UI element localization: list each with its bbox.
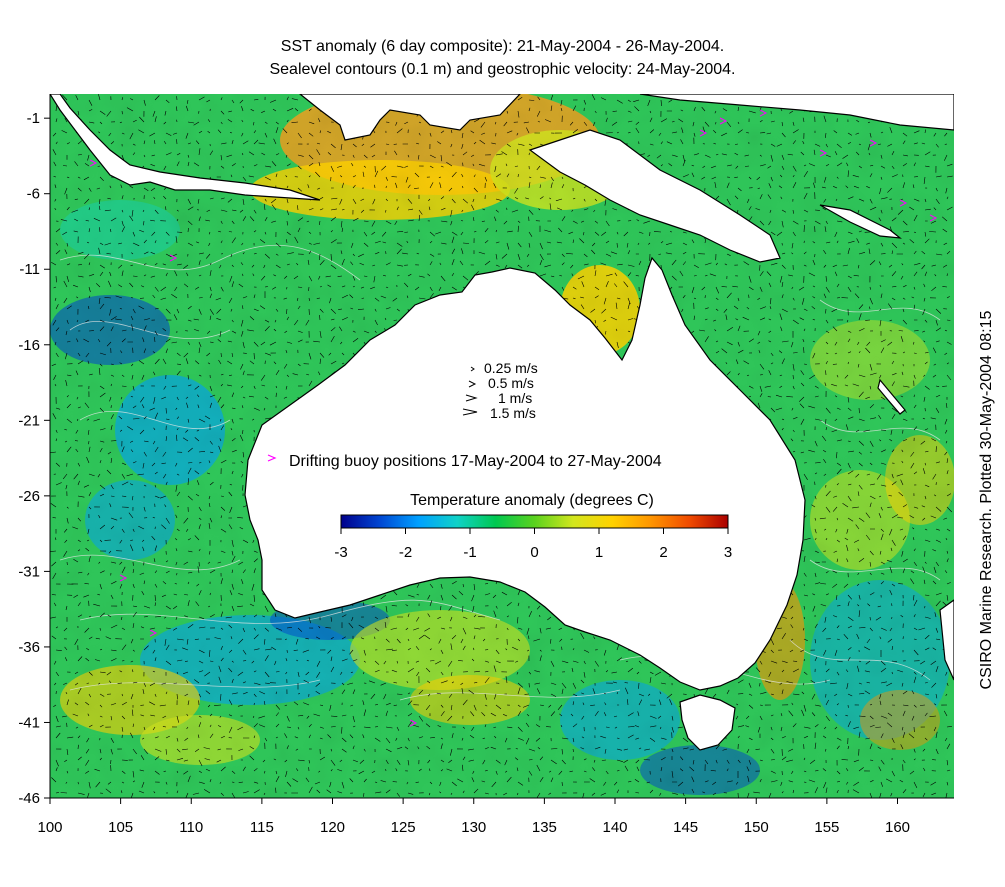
lon-tick-label: 110 <box>179 819 203 836</box>
lat-tick-label: -41 <box>18 714 40 731</box>
buoy-marker <box>759 109 768 117</box>
colorbar-ticks: -3 -2 -1 0 1 2 3 <box>334 528 732 561</box>
lat-tick-label: -31 <box>18 563 40 580</box>
colorbar-tick-label: -2 <box>399 544 412 561</box>
chart-title-line-1: SST anomaly (6 day composite): 21-May-20… <box>280 38 725 55</box>
colorbar: Temperature anomaly (degrees C) -3 -2 -1 0 1… <box>334 492 732 561</box>
buoy-marker <box>119 574 128 582</box>
buoy-marker <box>869 139 878 147</box>
buoy-marker <box>929 214 938 222</box>
lon-tick-label: 135 <box>532 819 557 836</box>
velocity-legend-0-5: 0.5 m/s <box>488 375 534 391</box>
velocity-legend: 0.25 m/s 0.5 m/s 1 m/s 1.5 m/s <box>462 360 538 421</box>
land-masses <box>50 94 954 751</box>
buoy-marker <box>699 129 708 137</box>
land-australia <box>244 256 806 691</box>
land-new-guinea <box>528 129 781 263</box>
colorbar-tick-label: -1 <box>463 544 476 561</box>
buoy-marker-icon <box>267 454 277 462</box>
lon-tick-label: 145 <box>673 819 698 836</box>
land-sumatra-java <box>50 94 321 201</box>
buoy-legend-label: Drifting buoy positions 17-May-2004 to 2… <box>289 453 662 470</box>
colorbar-tick-label: -3 <box>334 544 347 561</box>
arrow-0-5-icon <box>468 380 477 388</box>
buoy-marker <box>719 117 728 125</box>
land-new-zealand <box>939 599 954 681</box>
lon-tick-label: 125 <box>391 819 416 836</box>
colorbar-tick-label: 3 <box>724 544 732 561</box>
buoy-marker <box>89 159 98 167</box>
lon-tick-label: 155 <box>814 819 839 836</box>
lat-tick-label: -16 <box>18 337 40 354</box>
credit-text: CSIRO Marine Research. Plotted 30-May-20… <box>978 310 995 690</box>
lon-tick-label: 160 <box>885 819 910 836</box>
lon-tick-label: 140 <box>602 819 627 836</box>
land-new-caledonia <box>877 378 906 415</box>
velocity-legend-0-25: 0.25 m/s <box>484 360 538 376</box>
lat-tick-label: -6 <box>27 186 40 203</box>
lon-tick-label: 120 <box>320 819 345 836</box>
arrow-0-25-icon <box>470 366 475 372</box>
lat-tick-label: -1 <box>27 110 40 127</box>
colorbar-title: Temperature anomaly (degrees C) <box>410 492 654 509</box>
buoy-marker <box>899 199 908 207</box>
map-axes <box>49 94 954 799</box>
land-borneo-sulawesi <box>299 94 521 141</box>
buoy-marker <box>819 149 828 157</box>
latitude-ticks: -1 -6 -11 -16 -21 -26 -31 -36 -41 -46 <box>18 110 50 807</box>
buoy-marker <box>149 629 158 637</box>
velocity-legend-1-5: 1.5 m/s <box>490 405 536 421</box>
buoy-marker <box>409 719 418 727</box>
land-tasmania <box>679 694 736 751</box>
colorbar-tick-label: 1 <box>595 544 603 561</box>
longitude-ticks: 100 105 110 115 120 125 130 135 140 145 150 155 160 <box>37 798 910 836</box>
arrow-1-5-icon <box>462 408 478 416</box>
lon-tick-label: 100 <box>37 819 62 836</box>
lat-tick-label: -11 <box>19 261 40 278</box>
chart-title-line-2: Sealevel contours (0.1 m) and geostrophi… <box>269 61 736 78</box>
colorbar-tick-label: 0 <box>530 544 538 561</box>
plot-area <box>50 94 954 798</box>
lon-tick-label: 130 <box>461 819 486 836</box>
lat-tick-label: -21 <box>18 412 40 429</box>
lat-tick-label: -26 <box>18 488 40 505</box>
buoy-marker <box>169 254 178 262</box>
arrow-1-icon <box>465 394 478 402</box>
lon-tick-label: 105 <box>108 819 133 836</box>
buoy-legend: Drifting buoy positions 17-May-2004 to 2… <box>267 453 662 470</box>
drifting-buoy-markers <box>89 109 938 727</box>
lat-tick-label: -46 <box>18 790 40 807</box>
land-solomon <box>819 204 902 239</box>
lon-tick-label: 115 <box>250 819 274 836</box>
colorbar-tick-label: 2 <box>659 544 667 561</box>
lat-tick-label: -36 <box>18 639 40 656</box>
lon-tick-label: 150 <box>744 819 769 836</box>
land-pacific-top <box>639 94 954 131</box>
colorbar-gradient <box>340 514 729 529</box>
velocity-legend-1: 1 m/s <box>498 390 532 406</box>
